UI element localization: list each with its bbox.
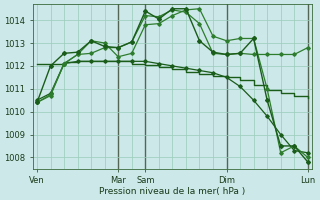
X-axis label: Pression niveau de la mer( hPa ): Pression niveau de la mer( hPa ) [99,187,245,196]
